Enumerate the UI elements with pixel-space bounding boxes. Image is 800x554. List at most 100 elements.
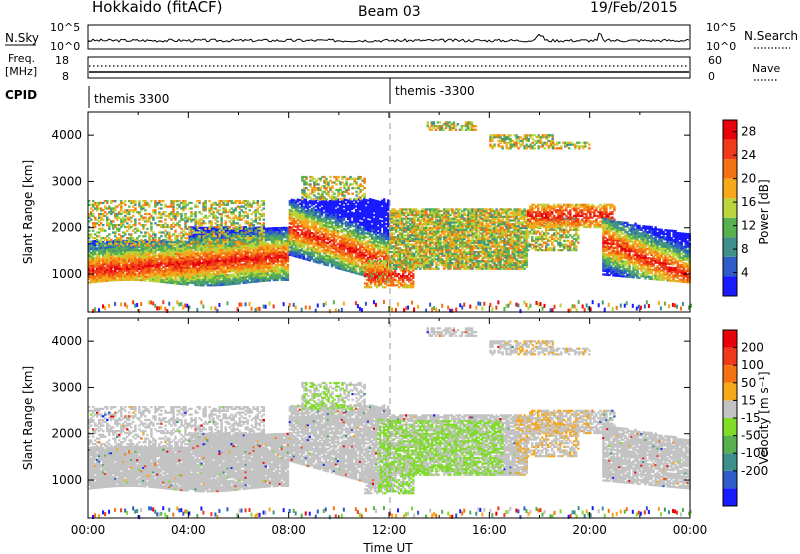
power-cell-587 [142,253,145,256]
power-cell-1382 [208,276,211,280]
power-cell-2752 [124,200,127,203]
power-cell-1146 [192,263,195,266]
power-cell-976 [178,249,181,252]
power-cell-891 [170,244,173,248]
power-cell-260 [112,273,115,276]
power-cell-1658 [226,277,229,281]
nsky-tick-bottom: 10^0 [50,40,80,53]
power-cell-1076 [186,240,189,244]
power-cell-997 [180,253,183,256]
power-cell-555 [140,271,143,274]
power-cell-624 [146,262,149,265]
power-cell-1875 [240,252,243,255]
power-cell-1916 [242,226,245,229]
power-cell-455 [130,263,133,267]
power-cell-988 [180,271,183,275]
power-cell-1859 [238,230,241,233]
power-cell-1760 [232,251,235,254]
power-cell-1208 [196,259,199,263]
power-cell-2983 [168,231,171,234]
power-cell-1506 [216,276,219,279]
power-cell-1415 [210,274,213,278]
power-cell-681 [152,278,155,281]
power-cell-39 [90,247,93,251]
power-cell-1052 [184,240,187,243]
power-cell-459 [130,256,133,259]
power-cell-490 [134,278,137,282]
power-cell-55 [92,260,95,263]
power-cell-2968 [164,211,167,214]
power-cell-2785 [130,220,133,223]
power-cell-2543 [90,244,93,247]
power-cell-497 [134,265,137,269]
power-cell-391 [124,263,127,267]
power-cell-806 [164,275,167,278]
power-cell-1862 [240,280,243,283]
power-cell-1221 [196,234,199,237]
power-cell-790 [162,262,165,265]
power-cell-1319 [204,276,207,280]
power-cell-136 [100,269,103,272]
power-cell-1818 [236,249,239,252]
power-cell-820 [164,249,167,252]
power-cell-1815 [236,256,239,259]
power-cell-529 [136,243,139,246]
power-cell-1039 [184,264,187,267]
power-cell-1566 [220,274,223,277]
power-cell-1617 [222,237,225,240]
power-cell-733 [156,259,159,263]
power-cell-542 [138,256,141,259]
power-cell-1661 [226,270,229,273]
power-cell-1870 [240,263,243,266]
power-cell-1795 [234,236,237,239]
power-cell-496 [134,267,137,270]
power-cell-1865 [240,272,243,275]
cpid-value-2: themis -3300 [395,84,475,98]
power-cell-526 [136,249,139,252]
power-cell-694 [152,252,155,255]
power-cell-615 [144,242,147,245]
power-cell-3194 [204,200,207,203]
power-cell-1647 [224,239,227,242]
power-cell-1096 [188,246,191,249]
power-cell-1958 [246,261,249,264]
power-cell-3153 [198,235,201,238]
power-cell-1724 [230,264,233,267]
power-cell-91 [96,273,99,276]
power-cell-1249 [198,239,201,242]
power-cell-363 [122,276,125,280]
power-cell-2620 [102,209,105,212]
nsearch-label: N.Search [744,29,798,43]
power-cell-1844 [238,258,241,261]
power-cell-303 [116,267,119,271]
power-cell-763 [160,277,163,280]
power-cell-915 [174,282,177,285]
power-cell-1393 [208,256,211,259]
power-cell-731 [156,263,159,266]
power-cell-2800 [132,200,135,203]
power-cell-1226 [198,284,201,287]
power-cell-1365 [206,250,209,254]
power-cell-1490 [214,247,217,250]
power-cell-868 [168,244,171,247]
power-cell-1610 [222,250,225,253]
power-cell-600 [144,270,147,273]
power-cell-787 [162,271,165,274]
power-cell-854 [168,270,171,273]
power-cell-1267 [200,261,203,265]
power-cell-1330 [204,256,207,259]
power-cell-3126 [192,218,195,221]
power-cell-695 [152,250,155,253]
power-cell-1206 [196,263,199,266]
power-cell-25 [90,275,93,278]
power-cell-1 [88,277,91,280]
power-cell-1945 [244,229,247,232]
power-cell-525 [136,251,139,254]
power-cell-1541 [218,267,221,270]
power-cell-349 [120,262,123,265]
power-cell-1698 [228,259,231,262]
power-cell-1791 [234,245,237,248]
power-cell-886 [170,254,173,257]
power-cell-1926 [244,264,247,268]
power-cell-1281 [200,232,203,235]
